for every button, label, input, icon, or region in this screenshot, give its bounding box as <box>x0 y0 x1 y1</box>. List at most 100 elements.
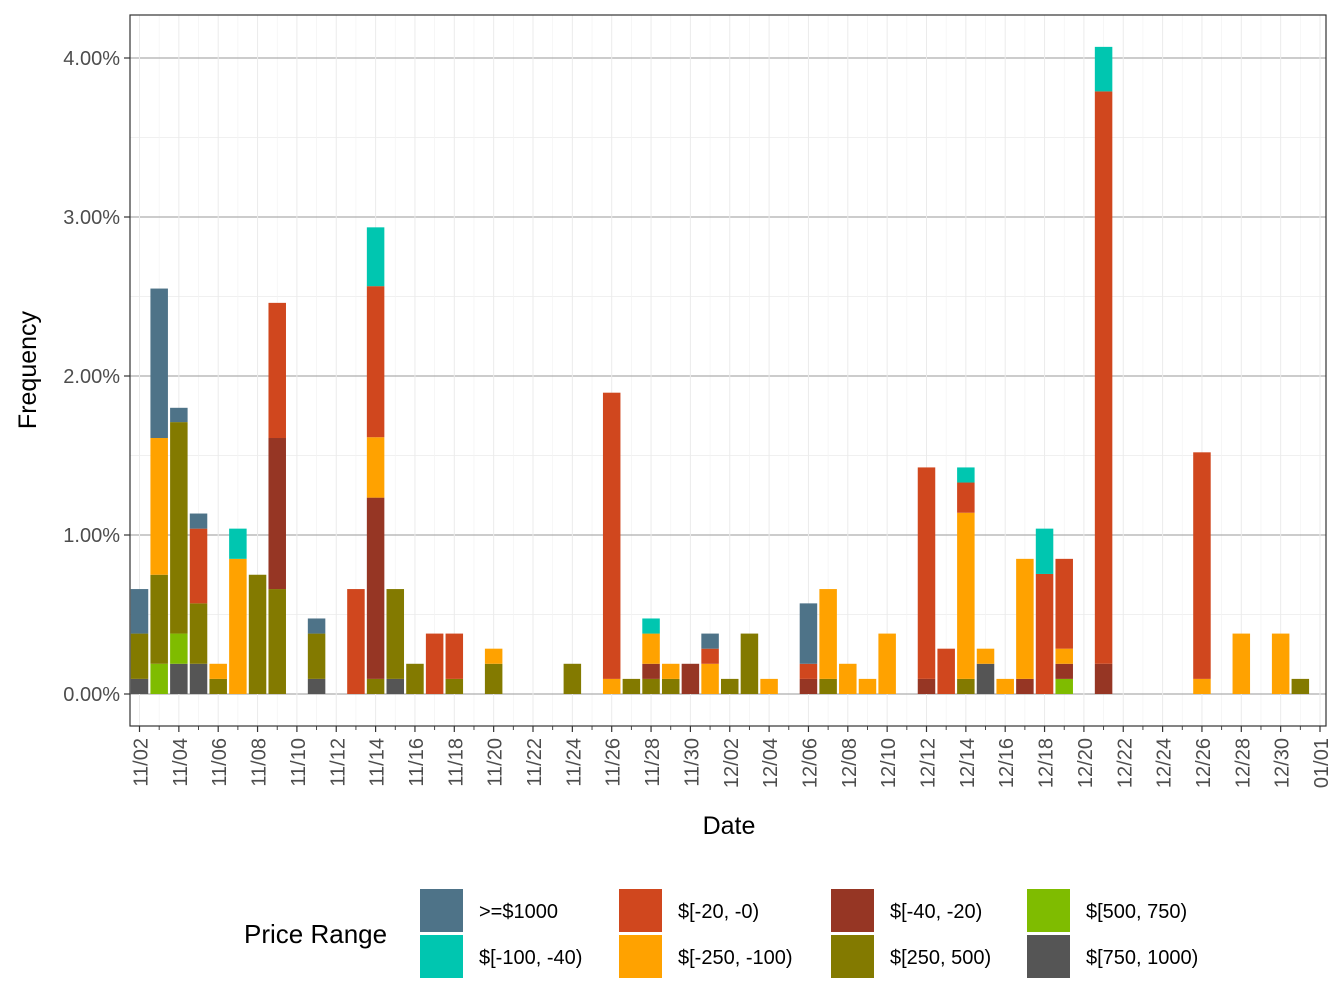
legend-title: Price Range <box>244 919 387 949</box>
x-tick-label: 11/04 <box>170 738 192 787</box>
bar-segment-p250_500 <box>622 678 641 694</box>
y-tick-label: 0.00% <box>63 684 120 706</box>
bar-segment-p250_500 <box>386 589 405 679</box>
bar-segment-n250_100 <box>209 663 227 679</box>
legend-key-p250_500 <box>831 935 874 978</box>
bar-segment-n100_40 <box>642 618 660 634</box>
x-tick-label: 11/12 <box>327 738 349 787</box>
bar-segment-gte1000 <box>701 633 719 649</box>
bar-segment-p250_500 <box>366 678 385 694</box>
bar-segment-p250_500 <box>209 678 227 694</box>
bar-segment-n250_100 <box>839 663 857 694</box>
bar-segment-p250_500 <box>445 678 464 694</box>
bar-segment-p250_500 <box>661 678 680 694</box>
bar-segment-n40_20 <box>681 663 700 694</box>
bar-segment-gte1000 <box>130 589 149 634</box>
bar-segment-n250_100 <box>1055 648 1073 664</box>
x-tick-label: 12/26 <box>1193 738 1215 788</box>
bar-segment-p250_500 <box>642 678 660 694</box>
x-axis-title: Date <box>703 812 756 840</box>
x-tick-label: 12/28 <box>1232 738 1254 788</box>
bar-segment-n100_40 <box>229 528 247 559</box>
bars-layer <box>130 46 1310 694</box>
bar-segment-gte1000 <box>170 407 188 423</box>
legend-label: $[500, 750) <box>1086 901 1187 923</box>
x-tick-label: 12/16 <box>996 738 1018 788</box>
x-tick-label: 12/30 <box>1272 738 1294 788</box>
bar-segment-p500_750 <box>1055 678 1073 694</box>
x-tick-label: 11/20 <box>485 738 507 787</box>
bar-segment-p250_500 <box>307 633 326 679</box>
y-axis: 0.00% 1.00% 2.00% 3.00% 4.00% <box>63 48 130 706</box>
x-tick-label: 12/06 <box>799 738 821 788</box>
bar-segment-p250_500 <box>268 589 286 694</box>
bar-segment-n20_0 <box>799 663 818 679</box>
bar-segment-n20_0 <box>1094 91 1113 664</box>
bar-segment-gte1000 <box>189 513 208 529</box>
bar-segment-p250_500 <box>957 678 975 694</box>
bar-segment-n250_100 <box>760 678 778 694</box>
x-tick-label: 12/04 <box>760 738 782 788</box>
bar-segment-n250_100 <box>366 437 385 498</box>
bar-segment-n250_100 <box>229 558 247 694</box>
y-tick-label: 3.00% <box>63 207 120 229</box>
bar-segment-p250_500 <box>130 633 149 679</box>
x-tick-label: 11/10 <box>288 738 310 787</box>
bar-segment-n250_100 <box>661 663 680 679</box>
bar-segment-n40_20 <box>1055 663 1073 679</box>
legend-label: $[-40, -20) <box>890 901 982 923</box>
x-tick-label: 12/12 <box>918 738 940 788</box>
x-tick-label: 12/02 <box>721 738 743 788</box>
bar-segment-p750_1000 <box>130 678 149 694</box>
bar-segment-n20_0 <box>347 589 365 694</box>
bar-segment-n250_100 <box>819 589 837 679</box>
bar-segment-n250_100 <box>1016 558 1034 679</box>
bar-segment-n250_100 <box>996 678 1014 694</box>
x-tick-label: 12/24 <box>1154 738 1176 788</box>
bar-segment-p250_500 <box>406 663 424 694</box>
bar-segment-n250_100 <box>602 678 621 694</box>
bar-segment-p250_500 <box>484 663 503 694</box>
bar-segment-n250_100 <box>878 633 896 694</box>
bar-segment-n20_0 <box>602 392 621 679</box>
bar-segment-n250_100 <box>701 663 719 694</box>
plot-panel <box>130 15 1326 726</box>
legend: >=$1000 $[-100, -40) $[-20, -0) $[-250, -10… <box>420 889 1198 978</box>
x-tick-label: 11/06 <box>209 738 231 787</box>
bar-segment-n100_40 <box>957 467 975 483</box>
bar-segment-n20_0 <box>445 633 464 679</box>
bar-segment-n40_20 <box>366 497 385 679</box>
bar-segment-p250_500 <box>1291 678 1310 694</box>
legend-key-p500_750 <box>1027 889 1070 932</box>
bar-segment-p500_750 <box>170 633 188 664</box>
bar-segment-p750_1000 <box>386 678 405 694</box>
x-tick-label: 12/08 <box>839 738 861 788</box>
bar-segment-n20_0 <box>425 633 444 694</box>
bar-segment-n250_100 <box>858 678 877 694</box>
bar-segment-n40_20 <box>268 438 286 590</box>
x-tick-label: 11/18 <box>445 738 467 787</box>
bar-segment-n250_100 <box>642 633 660 664</box>
bar-segment-p250_500 <box>819 678 837 694</box>
bar-segment-n40_20 <box>1094 663 1113 694</box>
x-tick-label: 11/02 <box>131 738 153 787</box>
bar-segment-n100_40 <box>1035 528 1054 574</box>
x-tick-label: 11/28 <box>642 738 664 787</box>
legend-key-n100_40 <box>420 935 463 978</box>
y-tick-label: 4.00% <box>63 48 120 70</box>
legend-key-n250_100 <box>619 935 662 978</box>
bar-segment-n20_0 <box>366 286 385 438</box>
bar-segment-gte1000 <box>799 603 818 664</box>
bar-segment-n20_0 <box>189 528 208 604</box>
x-tick-label: 01/01 <box>1311 738 1333 788</box>
bar-segment-p750_1000 <box>170 663 188 694</box>
legend-label: $[250, 500) <box>890 947 991 969</box>
bar-segment-n250_100 <box>1232 633 1251 694</box>
bar-segment-p750_1000 <box>307 678 326 694</box>
bar-segment-p250_500 <box>721 678 739 694</box>
bar-segment-gte1000 <box>307 618 326 634</box>
legend-key-p750_1000 <box>1027 935 1070 978</box>
bar-segment-n250_100 <box>976 648 995 664</box>
bar-segment-p250_500 <box>740 633 759 694</box>
bar-segment-n20_0 <box>957 482 975 513</box>
